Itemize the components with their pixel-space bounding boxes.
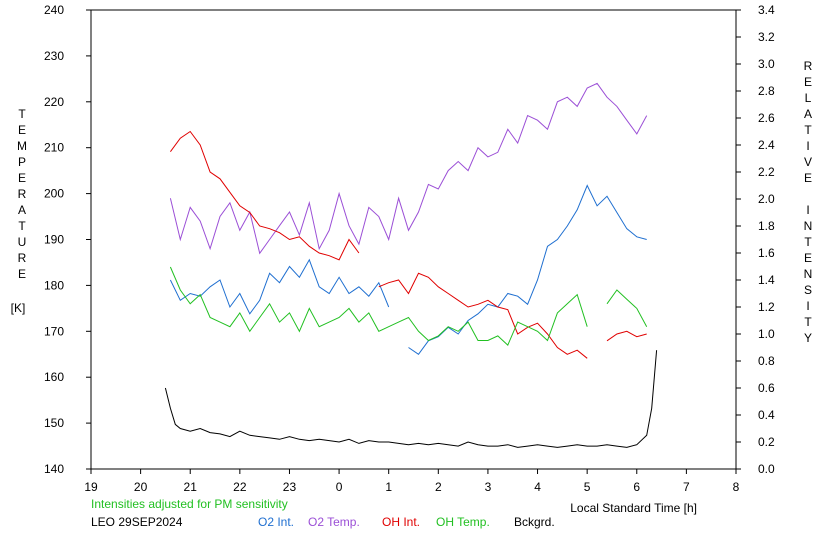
right-axis-title-letter: T xyxy=(804,235,812,249)
left-tick-label: 210 xyxy=(44,141,64,155)
right-axis-title-letter: Y xyxy=(804,331,812,345)
left-tick-label: 190 xyxy=(44,233,64,247)
left-tick-label: 180 xyxy=(44,278,64,292)
series-oh-int- xyxy=(169,130,647,359)
x-tick-label: 8 xyxy=(733,480,740,494)
x-tick-label: 23 xyxy=(283,480,297,494)
right-axis-ticks: 3.4 3.2 3.0 2.8 2.6 2.4 2.2 2.0 1.8 1.6 1.4 1.2 1.0 0… xyxy=(736,3,775,476)
right-axis-title-letter: I xyxy=(806,139,809,153)
x-tick-label: 3 xyxy=(485,480,492,494)
right-tick-label: 3.2 xyxy=(758,30,775,44)
left-tick-label: 160 xyxy=(44,370,64,384)
pm-sensitivity-note: Intensities adjusted for PM sensitivity xyxy=(91,497,288,511)
left-axis-title-letter: M xyxy=(17,139,27,153)
left-axis-title-letter: E xyxy=(18,267,26,281)
series-layer xyxy=(164,82,658,448)
right-axis-title-letter: N xyxy=(804,267,813,281)
legend-entry: OH Temp. xyxy=(436,515,490,529)
x-tick-label: 1 xyxy=(385,480,392,494)
legend-entry: O2 Int. xyxy=(258,515,294,529)
right-axis-title-letter: L xyxy=(805,91,812,105)
right-axis-title-letter: I xyxy=(806,299,809,313)
right-axis-title-letter: A xyxy=(804,107,812,121)
right-tick-label: 0.8 xyxy=(758,354,775,368)
right-tick-label: 0.0 xyxy=(758,462,775,476)
left-axis-ticks: 240 230 220 210 200 190 180 170 160 150 140 xyxy=(44,3,91,476)
right-tick-label: 0.4 xyxy=(758,408,775,422)
series-o2-int- xyxy=(169,184,647,355)
left-tick-label: 230 xyxy=(44,49,64,63)
legend-entry: Bckgrd. xyxy=(514,515,555,529)
right-axis-title-letter: E xyxy=(804,171,812,185)
left-tick-label: 150 xyxy=(44,416,64,430)
right-tick-label: 2.2 xyxy=(758,165,775,179)
left-tick-label: 240 xyxy=(44,3,64,17)
x-tick-label: 20 xyxy=(134,480,148,494)
right-axis-title-letter: N xyxy=(804,219,813,233)
right-tick-label: 1.0 xyxy=(758,327,775,341)
right-tick-label: 3.4 xyxy=(758,3,775,17)
right-axis-title-letter: T xyxy=(804,315,812,329)
x-tick-label: 7 xyxy=(683,480,690,494)
x-tick-label: 5 xyxy=(584,480,591,494)
right-axis-title-letter: E xyxy=(804,251,812,265)
right-tick-label: 2.8 xyxy=(758,84,775,98)
series-line xyxy=(169,184,647,355)
left-tick-label: 200 xyxy=(44,187,64,201)
left-axis-title-letter: U xyxy=(18,235,27,249)
left-axis-unit: [K] xyxy=(11,301,26,315)
series-line xyxy=(169,82,648,255)
x-tick-label: 6 xyxy=(633,480,640,494)
series-line xyxy=(169,130,647,359)
right-axis-title-letter: E xyxy=(804,75,812,89)
right-axis-title-letter: R xyxy=(804,59,813,73)
x-tick-label: 19 xyxy=(84,480,98,494)
left-axis-title-letter: T xyxy=(18,219,26,233)
x-axis-title: Local Standard Time [h] xyxy=(570,501,697,515)
right-tick-label: 1.2 xyxy=(758,300,775,314)
right-tick-label: 1.6 xyxy=(758,246,775,260)
left-axis-title-letter: A xyxy=(18,203,26,217)
series-line xyxy=(169,266,648,346)
x-tick-label: 2 xyxy=(435,480,442,494)
left-axis-title-letter: R xyxy=(18,251,27,265)
left-axis-title-letter: T xyxy=(18,107,26,121)
right-tick-label: 1.8 xyxy=(758,219,775,233)
left-axis-title-letter: E xyxy=(18,123,26,137)
series-o2-temp- xyxy=(169,82,648,255)
station-date-label: LEO 29SEP2024 xyxy=(91,515,183,529)
right-axis-title-letter: V xyxy=(804,155,812,169)
right-tick-label: 2.4 xyxy=(758,138,775,152)
plot-area-frame xyxy=(90,9,737,470)
right-tick-label: 0.2 xyxy=(758,435,775,449)
right-tick-label: 2.6 xyxy=(758,111,775,125)
x-tick-label: 4 xyxy=(534,480,541,494)
left-tick-label: 170 xyxy=(44,324,64,338)
legend-entry: OH Int. xyxy=(382,515,420,529)
series-oh-temp- xyxy=(169,266,648,346)
left-axis-title-letter: E xyxy=(18,171,26,185)
right-axis-title-letter: T xyxy=(804,123,812,137)
left-axis-title-letter: P xyxy=(18,155,26,169)
x-tick-label: 21 xyxy=(184,480,198,494)
right-axis-title-letter: I xyxy=(806,203,809,217)
left-axis-title-letter: R xyxy=(18,187,27,201)
x-tick-label: 22 xyxy=(233,480,247,494)
bottom-axis-ticks: 19 20 21 22 23 0 1 2 3 4 5 6 7 8 xyxy=(84,469,740,494)
series-line xyxy=(164,350,658,448)
x-tick-label: 0 xyxy=(336,480,343,494)
right-tick-label: 3.0 xyxy=(758,57,775,71)
right-axis-title-letter: S xyxy=(804,283,812,297)
right-tick-label: 2.0 xyxy=(758,192,775,206)
right-tick-label: 0.6 xyxy=(758,381,775,395)
left-tick-label: 220 xyxy=(44,95,64,109)
left-tick-label: 140 xyxy=(44,462,64,476)
series-bckgrd- xyxy=(164,350,658,448)
legend-entry: O2 Temp. xyxy=(308,515,360,529)
legend: O2 Int. O2 Temp. OH Int. OH Temp. Bckgrd. xyxy=(258,515,555,529)
right-tick-label: 1.4 xyxy=(758,273,775,287)
